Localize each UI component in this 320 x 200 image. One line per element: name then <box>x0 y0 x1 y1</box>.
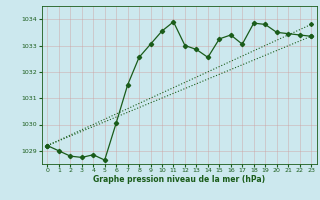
X-axis label: Graphe pression niveau de la mer (hPa): Graphe pression niveau de la mer (hPa) <box>93 175 265 184</box>
